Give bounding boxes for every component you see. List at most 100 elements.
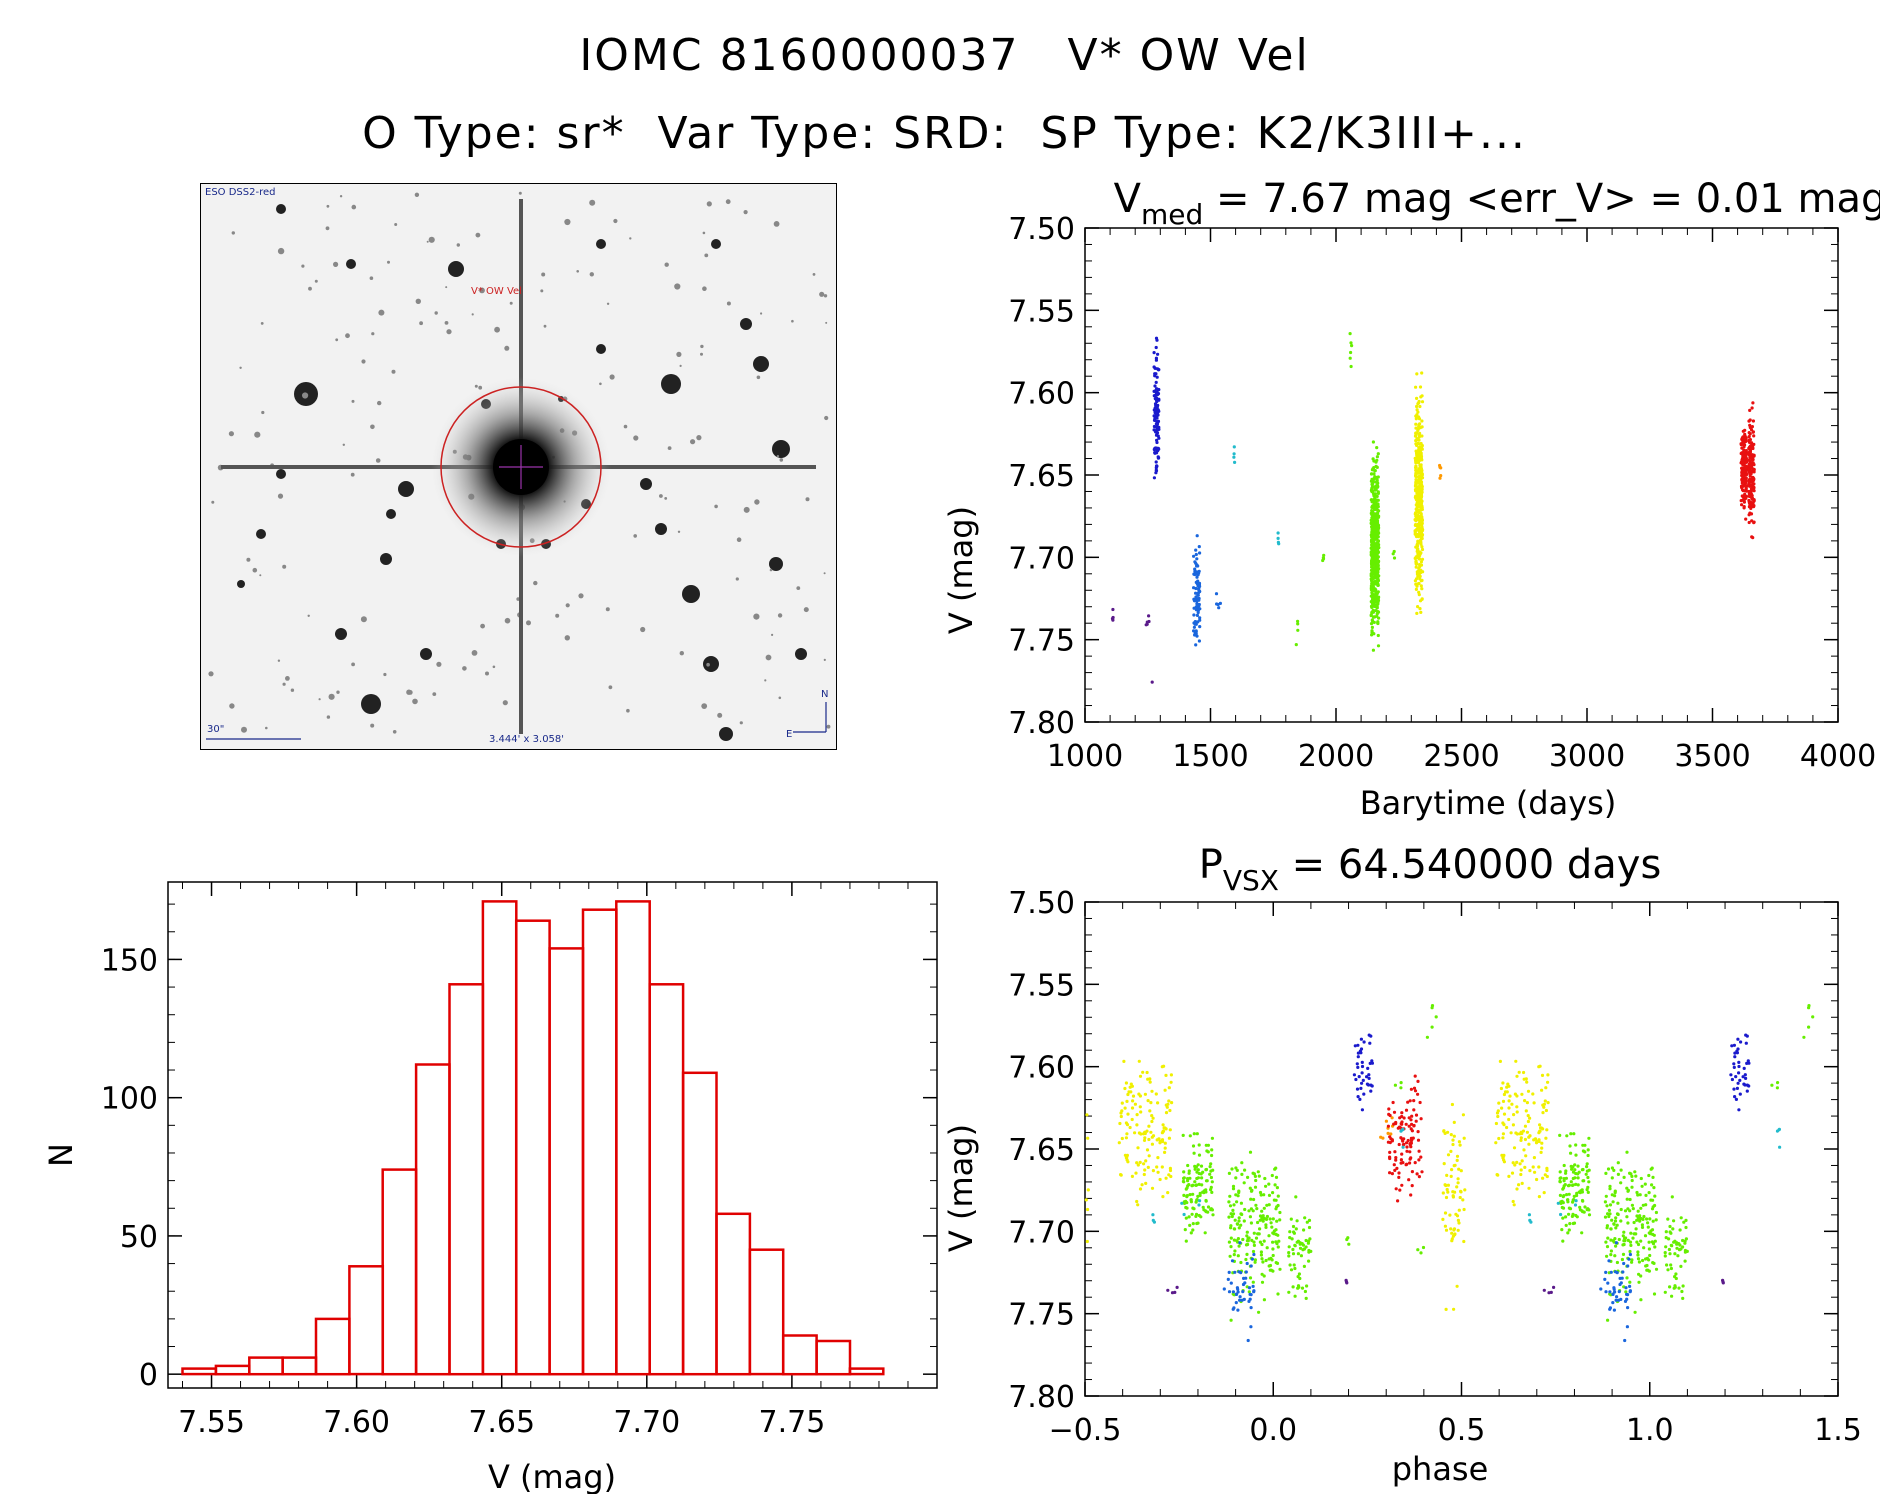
data-point <box>1414 503 1418 507</box>
data-point <box>1419 512 1423 516</box>
data-point <box>1161 1195 1165 1199</box>
faint-star <box>824 415 829 421</box>
data-point <box>1646 1225 1650 1229</box>
data-point <box>1370 625 1374 629</box>
data-point <box>1652 1292 1657 1296</box>
data-point <box>1372 459 1376 463</box>
data-point <box>1419 1117 1423 1121</box>
faint-star <box>533 580 538 586</box>
data-point <box>1262 1206 1266 1210</box>
data-point <box>1673 1252 1677 1256</box>
data-point <box>1252 1231 1256 1235</box>
data-point <box>1680 1289 1684 1294</box>
data-point <box>1237 1190 1241 1195</box>
data-point <box>1542 1191 1546 1195</box>
data-point <box>1198 616 1202 620</box>
faint-star <box>474 384 478 388</box>
data-point <box>1638 1193 1642 1197</box>
data-point <box>1631 1236 1635 1240</box>
data-point <box>1163 1088 1167 1092</box>
data-point <box>1160 1165 1164 1169</box>
data-point <box>1296 1252 1300 1256</box>
faint-star <box>823 572 826 575</box>
faint-star <box>704 253 709 258</box>
data-point <box>1740 477 1744 482</box>
data-point <box>1237 1226 1241 1230</box>
data-point <box>1194 591 1198 595</box>
data-point <box>1234 1292 1239 1296</box>
data-point <box>1607 1214 1611 1219</box>
y-tick-label: 7.55 <box>1008 968 1075 1003</box>
data-point <box>1291 1285 1295 1289</box>
data-point <box>1194 622 1198 626</box>
data-point <box>1650 1166 1654 1170</box>
faint-star <box>540 289 544 293</box>
data-point <box>1372 472 1376 476</box>
data-point <box>1373 569 1377 573</box>
data-point <box>1681 1296 1685 1300</box>
data-point <box>1430 1004 1435 1008</box>
data-point <box>1612 1222 1616 1226</box>
data-point <box>1389 1132 1393 1136</box>
data-point <box>1415 408 1419 412</box>
data-point <box>1166 1288 1170 1292</box>
data-point <box>1142 1172 1146 1177</box>
data-point <box>1200 1176 1204 1180</box>
data-point <box>1191 1144 1196 1148</box>
data-point <box>1374 604 1378 608</box>
data-point <box>1663 1251 1667 1255</box>
data-point <box>1158 1139 1162 1143</box>
data-point <box>1612 1287 1616 1291</box>
faint-star <box>640 626 646 633</box>
histogram-bar <box>648 983 685 1376</box>
faint-star <box>623 424 628 429</box>
data-point <box>1167 1136 1171 1140</box>
faint-star <box>475 232 481 238</box>
data-point <box>1152 351 1156 355</box>
histogram-bar <box>681 1071 718 1376</box>
data-point <box>1527 1135 1531 1139</box>
data-point <box>1370 542 1374 546</box>
data-point <box>1606 1236 1610 1240</box>
data-point <box>1517 1070 1521 1074</box>
data-point <box>1668 1285 1672 1289</box>
data-point <box>1419 452 1423 456</box>
data-point <box>1153 402 1158 406</box>
data-point <box>1604 1194 1608 1198</box>
histogram-bar <box>481 900 518 1376</box>
histogram-bar <box>815 1339 852 1376</box>
data-point <box>1452 1228 1456 1232</box>
data-point <box>1154 396 1159 400</box>
data-point <box>1140 1183 1144 1187</box>
data-point <box>1663 1254 1667 1258</box>
data-point <box>1636 1209 1640 1213</box>
data-point <box>1669 1231 1673 1235</box>
data-point <box>1146 1099 1150 1103</box>
data-point <box>1365 1075 1369 1079</box>
data-point <box>1675 1246 1679 1250</box>
data-point <box>1416 485 1420 489</box>
data-point <box>1537 1165 1541 1169</box>
data-point <box>1626 1306 1630 1310</box>
faint-star <box>779 458 784 462</box>
data-point <box>1258 1227 1262 1231</box>
data-point <box>1417 1175 1421 1179</box>
data-point <box>1505 1125 1509 1130</box>
data-point <box>1623 1299 1628 1303</box>
data-point <box>1361 1078 1365 1082</box>
data-point <box>1676 1254 1680 1258</box>
data-point <box>1371 631 1375 635</box>
data-point <box>1528 1116 1532 1120</box>
data-point <box>1684 1218 1688 1222</box>
data-point <box>1197 1182 1201 1186</box>
data-point <box>1511 1123 1515 1127</box>
data-point <box>1574 1171 1578 1176</box>
data-point <box>1747 482 1751 486</box>
data-point <box>1196 1221 1200 1225</box>
faint-star <box>518 191 522 195</box>
data-point <box>1408 1099 1412 1103</box>
data-point <box>1640 1223 1644 1227</box>
data-point <box>1448 1213 1452 1217</box>
data-point <box>1128 1125 1132 1130</box>
faint-star <box>445 286 448 289</box>
